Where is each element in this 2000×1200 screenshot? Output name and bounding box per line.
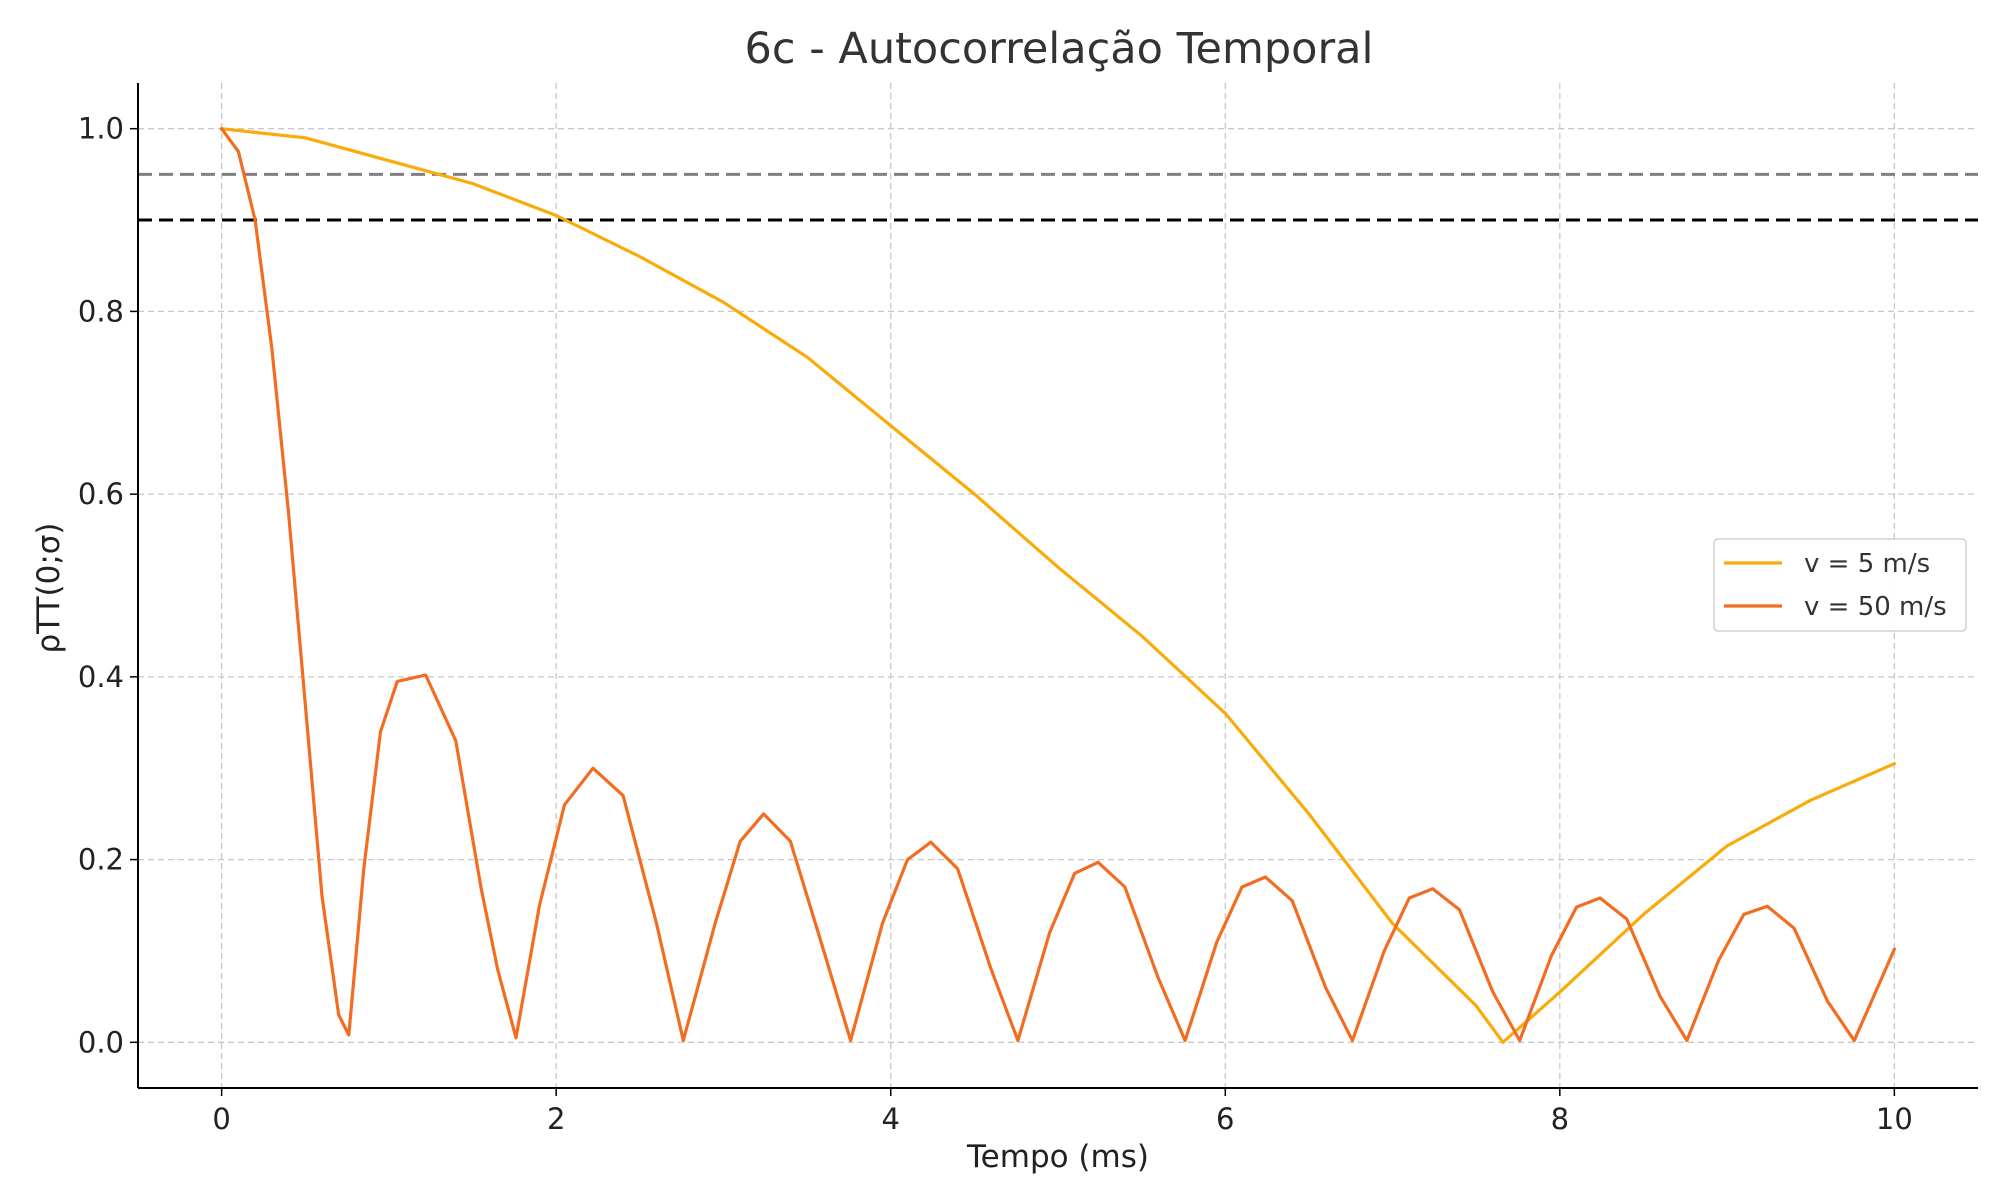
chart-title: 6c - Autocorrelação Temporal — [745, 24, 1374, 74]
x-tick-label: 0 — [212, 1102, 230, 1136]
series-line-1 — [220, 127, 1897, 1044]
x-tick-label: 10 — [1876, 1102, 1913, 1136]
y-tick-label: 0.2 — [78, 843, 124, 877]
legend-label: v = 5 m/s — [1804, 549, 1930, 579]
grid — [138, 83, 1978, 1088]
ticks: 0 2 4 6 8 10 0.0 0.2 0.4 0.6 0.8 1.0 — [78, 112, 1913, 1136]
y-tick-label: 0.6 — [78, 477, 124, 511]
x-tick-label: 6 — [1216, 1102, 1234, 1136]
y-tick-label: 0.4 — [78, 660, 124, 694]
x-tick-label: 2 — [547, 1102, 565, 1136]
y-tick-label: 1.0 — [78, 112, 124, 146]
x-tick-label: 4 — [882, 1102, 900, 1136]
x-tick-label: 8 — [1551, 1102, 1569, 1136]
legend: v = 5 m/s v = 50 m/s — [1713, 538, 1967, 632]
y-axis-label: ρTT(0;σ) — [31, 522, 67, 653]
y-tick-label: 0.8 — [78, 294, 124, 328]
x-axis-label: Tempo (ms) — [966, 1139, 1149, 1175]
series-group — [220, 127, 1897, 1044]
y-tick-label: 0.0 — [78, 1025, 124, 1059]
legend-label: v = 50 m/s — [1804, 592, 1947, 622]
reference-lines — [138, 172, 1978, 222]
series-line-2 — [220, 127, 1897, 1043]
axes — [137, 83, 1978, 1089]
